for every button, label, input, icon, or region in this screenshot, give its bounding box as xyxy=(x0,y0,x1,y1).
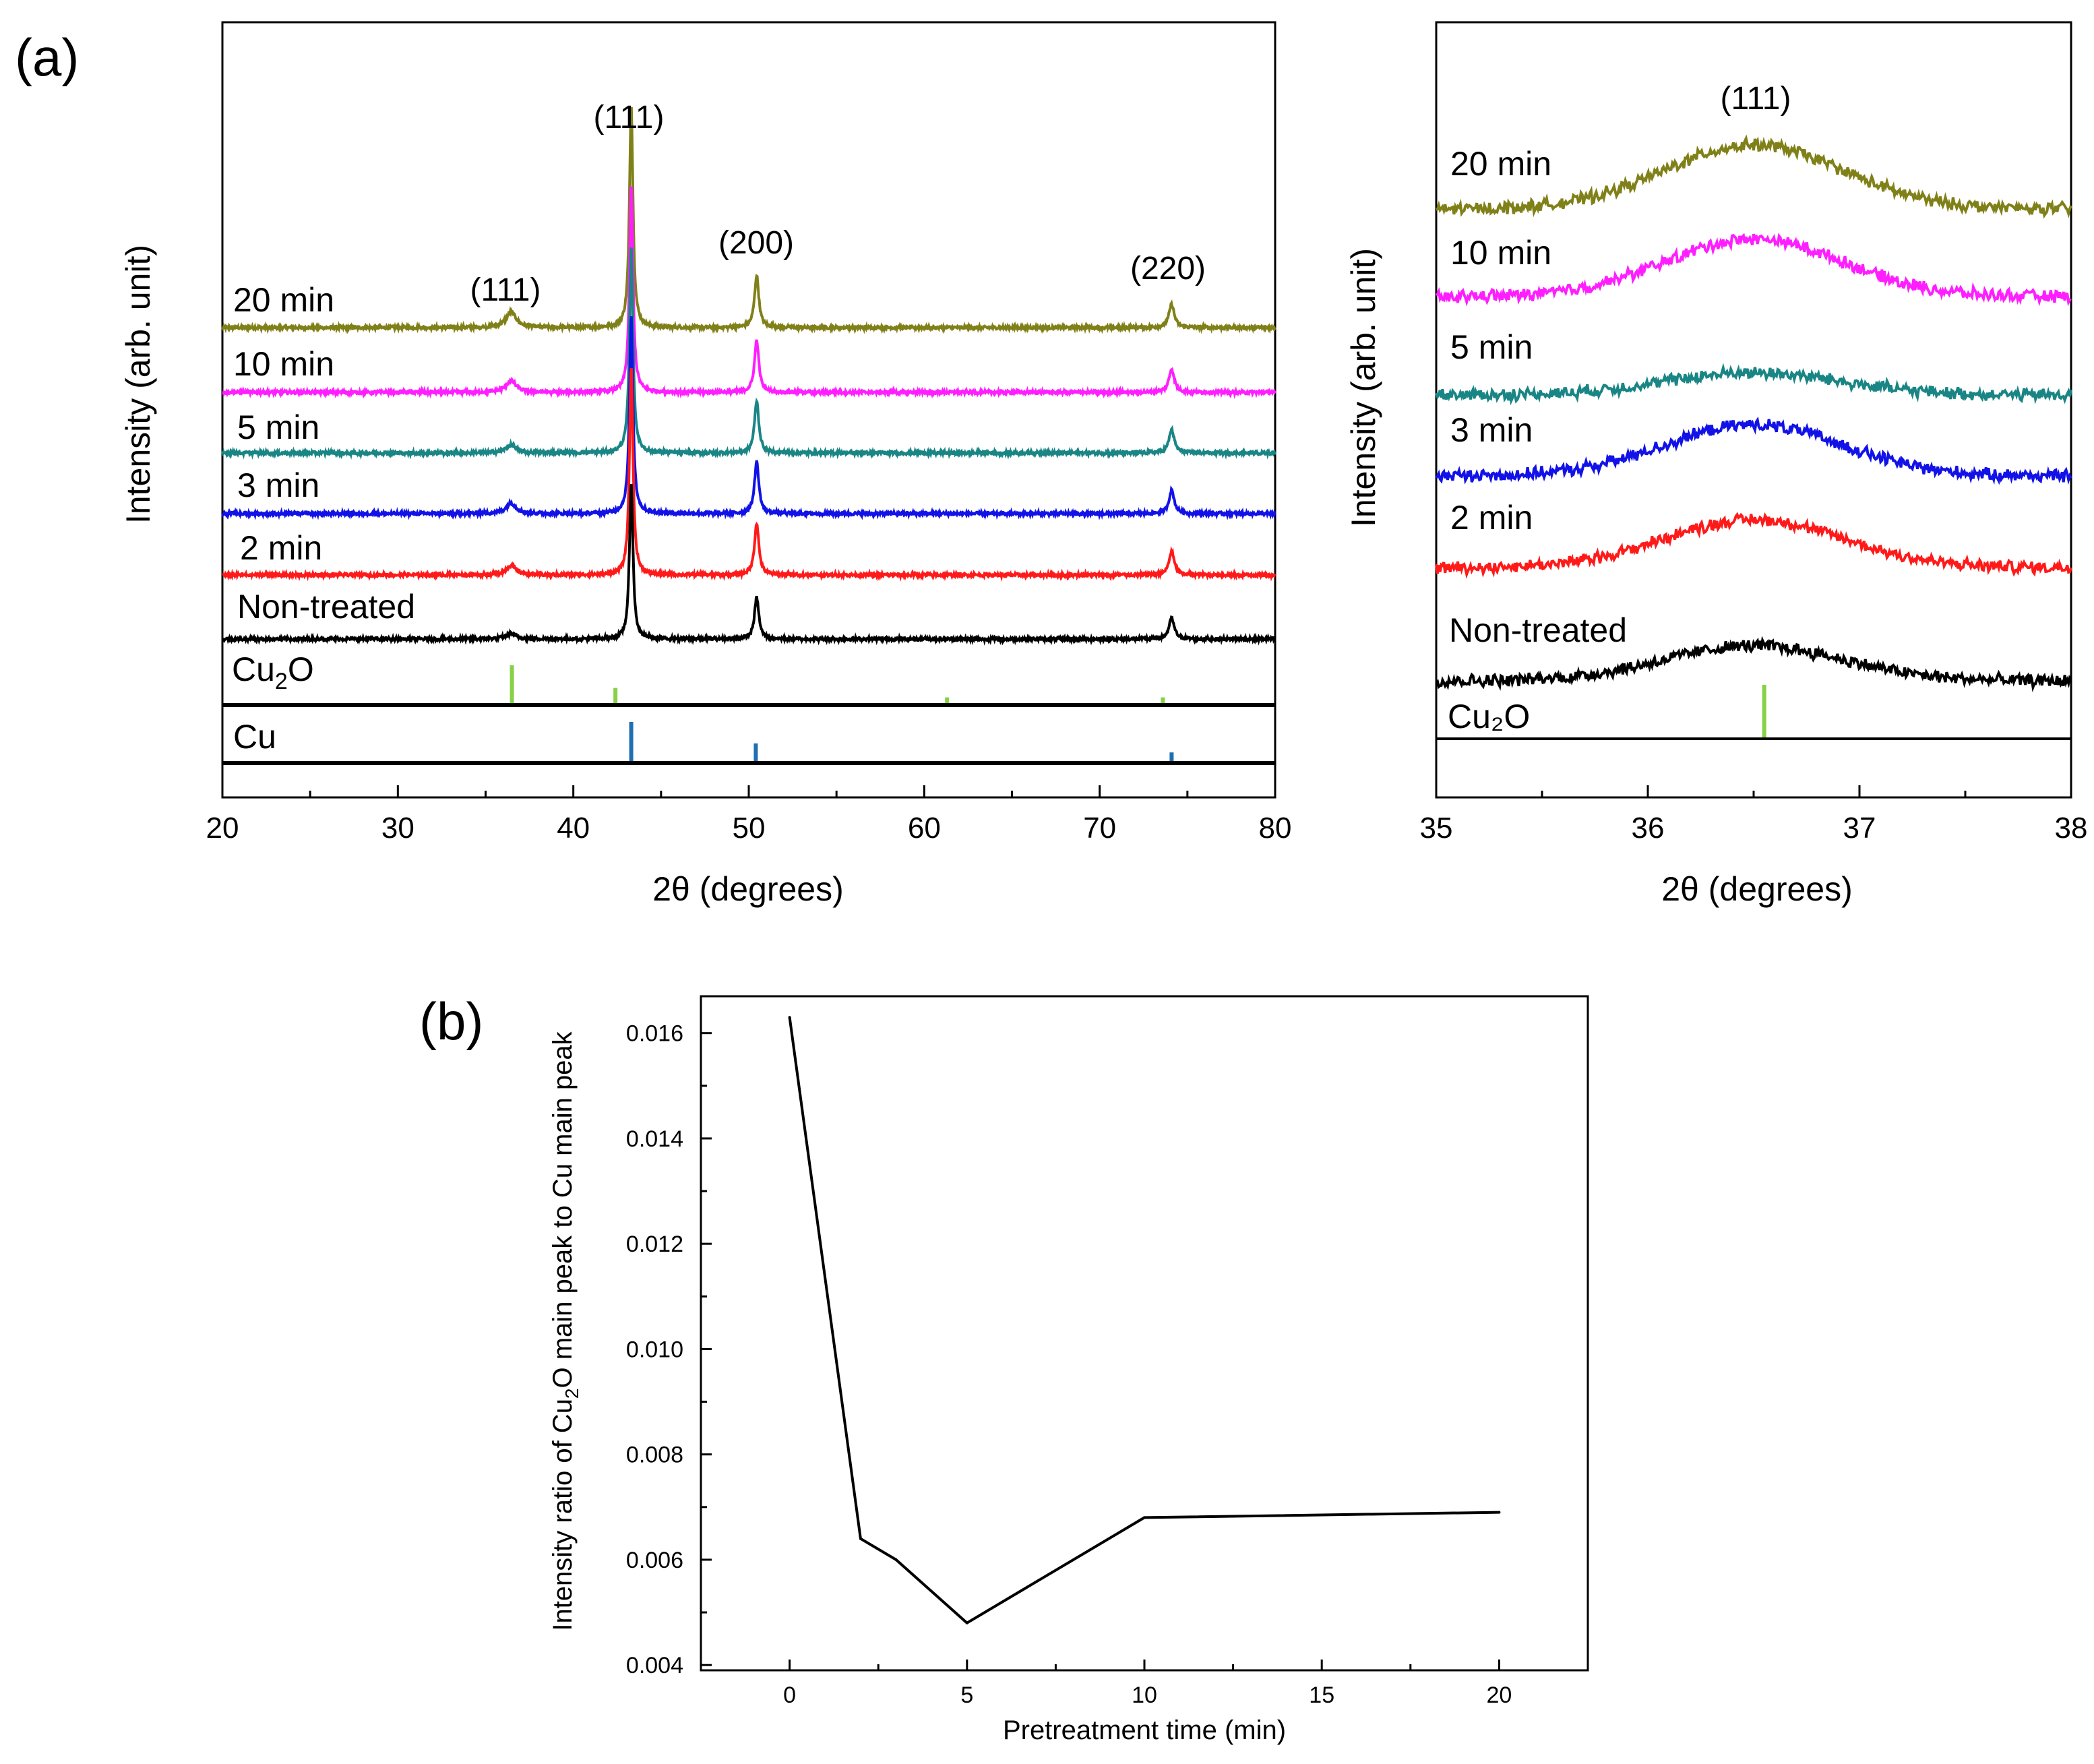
trace-label-3min: 3 min xyxy=(237,466,319,504)
zoom-series-3-min xyxy=(1435,416,2072,485)
peak-label-cu-200: (200) xyxy=(718,225,794,261)
chart-b: 0 5 10 15 20 0.004 0.006 0.008 0.010 0.012 0.014 0.… xyxy=(548,995,1589,1745)
b-ytick-label-0-016: 0.016 xyxy=(626,1021,683,1047)
b-ytick-label-0-008: 0.008 xyxy=(626,1442,683,1468)
trace-label-5min: 5 min xyxy=(237,408,319,446)
reference-label-cu2o: Cu2O xyxy=(232,650,314,694)
zoom-label-20min: 20 min xyxy=(1450,145,1551,183)
zoom-label-3min: 3 min xyxy=(1450,411,1533,449)
zoom-series-10-min xyxy=(1435,233,2072,307)
panel-b-label: (b) xyxy=(419,992,483,1051)
chart-b-axes: 0 5 10 15 20 0.004 0.006 0.008 0.010 0.012 0.014 0.… xyxy=(626,1021,1512,1708)
b-xtick-label-5: 5 xyxy=(960,1682,973,1708)
series-2-min xyxy=(221,367,1276,582)
b-ytick-label-0-004: 0.004 xyxy=(626,1653,683,1678)
b-ytick-label-0-010: 0.010 xyxy=(626,1337,683,1362)
data-point-10 xyxy=(1143,1516,1146,1519)
trace-label-20min: 20 min xyxy=(233,281,334,319)
peak-label-zoom-111: (111) xyxy=(1721,81,1791,117)
data-point-2 xyxy=(859,1537,862,1540)
b-ytick-label-0-012: 0.012 xyxy=(626,1231,683,1257)
series-3-min xyxy=(221,316,1276,521)
zoom-series-2-min xyxy=(1435,512,2072,579)
chart-a-right: 35 36 37 38 (111) 20 min 10 min 5 min 3 min… xyxy=(1345,21,2088,908)
zoom-label-10min: 10 min xyxy=(1450,234,1551,272)
chart-a-left-traces xyxy=(221,107,1276,646)
chart-a-right-traces xyxy=(1435,134,2072,740)
chart-a-right-xlabel: 2θ (degrees) xyxy=(1661,870,1853,908)
panel-a-label: (a) xyxy=(15,28,79,87)
zoom-xtick-label-37: 37 xyxy=(1843,812,1876,845)
chart-a-left-ylabel: Intensity (arb. unit) xyxy=(119,245,157,524)
zoom-series-5-min xyxy=(1435,363,2072,406)
zoom-xtick-label-35: 35 xyxy=(1420,812,1453,845)
zoom-xtick-label-36: 36 xyxy=(1632,812,1665,845)
chart-a-left-xlabel: 2θ (degrees) xyxy=(652,870,844,908)
chart-a-right-ylabel: Intensity (arb. unit) xyxy=(1345,248,1382,527)
intensity-ratio-line xyxy=(788,1017,1500,1624)
b-xtick-label-20: 20 xyxy=(1486,1682,1512,1708)
zoom-series-non-treated xyxy=(1435,636,2072,693)
series-10-min xyxy=(222,186,1276,400)
zoom-reference-label-cu2o: Cu₂O xyxy=(1448,698,1530,735)
trace-label-non-treated: Non-treated xyxy=(237,588,415,626)
xtick-label-80: 80 xyxy=(1259,812,1292,845)
b-xtick-label-0: 0 xyxy=(783,1682,796,1708)
reference-label-cu: Cu xyxy=(233,718,276,756)
data-point-5 xyxy=(965,1621,968,1624)
trace-label-2min: 2 min xyxy=(240,529,322,567)
zoom-label-2min: 2 min xyxy=(1450,499,1533,537)
zoom-label-5min: 5 min xyxy=(1450,328,1533,366)
peak-label-cu-220: (220) xyxy=(1130,251,1206,286)
peak-label-cu2o-111: (111) xyxy=(470,272,541,308)
zoom-label-non-treated: Non-treated xyxy=(1449,611,1627,649)
chart-a-left-xticks: 20 30 40 50 60 70 80 xyxy=(206,785,1292,845)
xtick-label-70: 70 xyxy=(1083,812,1116,845)
zoom-series-20-min xyxy=(1436,134,2072,219)
xtick-label-60: 60 xyxy=(908,812,941,845)
series-non-treated xyxy=(221,484,1276,646)
peak-label-cu-111: (111) xyxy=(594,100,665,135)
chart-b-series xyxy=(788,1016,1501,1624)
chart-a-left: 20 30 40 50 60 70 80 20 min 10 min 5 min 3 min… xyxy=(119,21,1292,908)
chart-b-xlabel: Pretreatment time (min) xyxy=(1003,1715,1286,1745)
trace-label-10min: 10 min xyxy=(233,345,334,383)
b-ytick-label-0-006: 0.006 xyxy=(626,1548,683,1573)
b-xtick-label-10: 10 xyxy=(1132,1682,1157,1708)
b-xtick-label-15: 15 xyxy=(1309,1682,1334,1708)
data-point-0 xyxy=(788,1016,791,1019)
series-5-min xyxy=(221,247,1276,460)
xtick-label-50: 50 xyxy=(733,812,766,845)
chart-b-ylabel: Intensity ratio of Cu2O main peak to Cu … xyxy=(548,1031,582,1631)
chart-a-left-frame xyxy=(221,21,1276,799)
data-point-3 xyxy=(894,1558,898,1561)
data-point-20 xyxy=(1498,1511,1501,1514)
b-ytick-label-0-014: 0.014 xyxy=(626,1126,683,1152)
xtick-label-20: 20 xyxy=(206,812,239,845)
xtick-label-30: 30 xyxy=(381,812,414,845)
series-20-min xyxy=(221,107,1276,335)
zoom-xtick-label-38: 38 xyxy=(2055,812,2088,845)
chart-a-right-xticks: 35 36 37 38 xyxy=(1420,785,2088,845)
chart-a-left-references xyxy=(222,665,1275,765)
xtick-label-40: 40 xyxy=(557,812,590,845)
